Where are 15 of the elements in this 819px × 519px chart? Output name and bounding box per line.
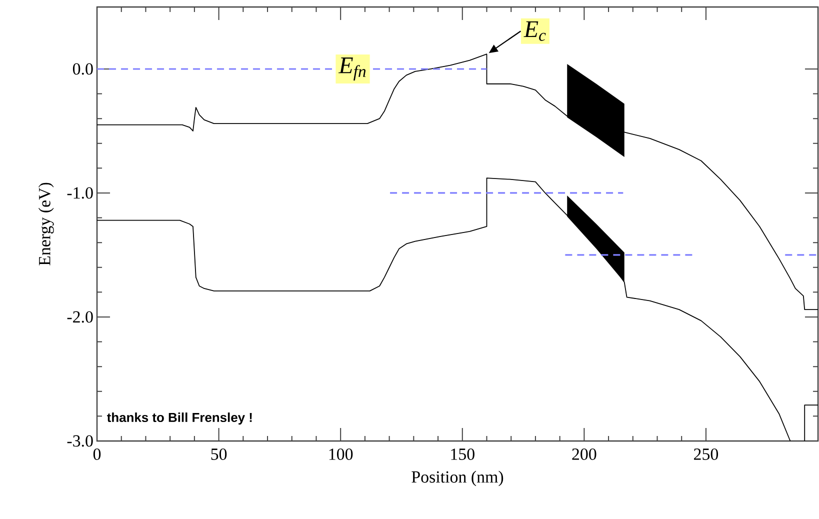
x-tick-label: 250 bbox=[694, 448, 718, 460]
x-tick-label: 0 bbox=[93, 448, 101, 460]
annotation: thanks to Bill Frensley ! bbox=[107, 412, 252, 425]
y-axis-title: Energy (eV) bbox=[38, 182, 54, 266]
y-tick-label: 0.0 bbox=[72, 63, 93, 75]
annotation: E$_{fn}$ bbox=[338, 58, 366, 80]
x-axis-title: Position (nm) bbox=[412, 470, 504, 486]
y-tick-label: -1.0 bbox=[67, 187, 93, 199]
x-tick-label: 150 bbox=[451, 448, 474, 460]
y-tick-label: -3.0 bbox=[67, 435, 93, 447]
x-tick-label: 200 bbox=[572, 448, 596, 460]
annotation: E$_{c}$ bbox=[524, 21, 546, 41]
y-tick-label: -2.0 bbox=[67, 311, 93, 323]
x-tick-label: 100 bbox=[329, 448, 353, 460]
x-tick-label: 50 bbox=[211, 448, 227, 460]
